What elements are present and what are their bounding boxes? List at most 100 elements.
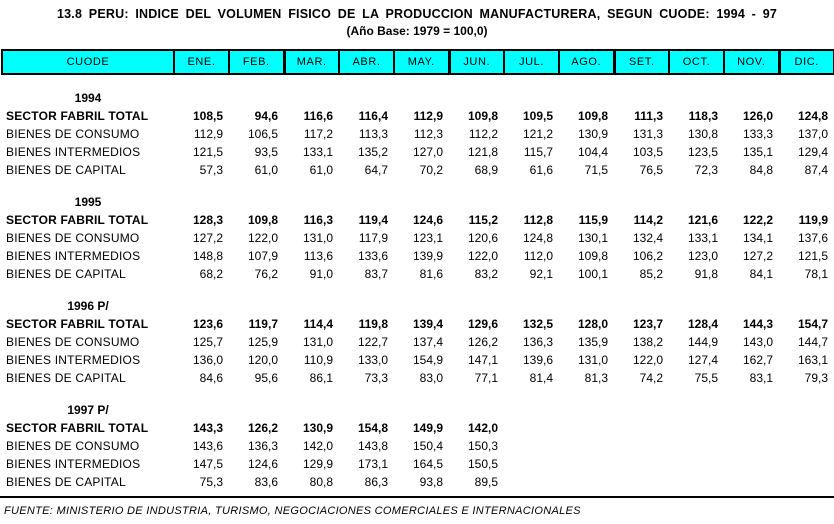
value-cell: 139,4 bbox=[412, 317, 443, 331]
value-cell: 86,1 bbox=[309, 371, 333, 385]
value-cell: 135,2 bbox=[357, 145, 388, 159]
value-cell: 112,9 bbox=[413, 109, 443, 123]
value-cell: 83,0 bbox=[419, 371, 443, 385]
value-cell: 79,3 bbox=[804, 371, 828, 385]
table-row: BIENES INTERMEDIOS 136,0 120,0 110,9 133,0 15… bbox=[2, 351, 834, 369]
table-row: BIENES DE CAPITAL 75,3 83,6 80,8 86,3 93,8 89,… bbox=[2, 473, 834, 491]
value-cell: 139,6 bbox=[522, 353, 553, 367]
value-cell: 119,9 bbox=[798, 213, 828, 227]
value-cell: 113,6 bbox=[303, 249, 333, 263]
col-header-set: SET. bbox=[613, 49, 670, 75]
value-cell: 68,9 bbox=[474, 163, 498, 177]
value-cell bbox=[614, 437, 669, 455]
value-cell bbox=[724, 455, 779, 473]
value-cell: 124,8 bbox=[522, 231, 553, 245]
value-cell: 122,0 bbox=[247, 231, 278, 245]
year-label: 1996 P/ bbox=[67, 299, 109, 313]
value-cell: 127,4 bbox=[687, 353, 718, 367]
year-label: 1995 bbox=[74, 195, 102, 209]
table-row: BIENES DE CONSUMO 127,2 122,0 131,0 117,9 123… bbox=[2, 229, 834, 247]
value-cell: 106,2 bbox=[632, 249, 663, 263]
value-cell: 81,6 bbox=[419, 267, 443, 281]
value-cell: 133,3 bbox=[742, 127, 773, 141]
year-row: 1997 P/ bbox=[2, 401, 834, 419]
value-cell: 92,1 bbox=[529, 267, 553, 281]
value-cell: 117,9 bbox=[358, 231, 388, 245]
spacer-row bbox=[2, 387, 834, 401]
value-cell: 64,7 bbox=[364, 163, 388, 177]
value-cell: 139,9 bbox=[412, 249, 443, 263]
value-cell: 133,6 bbox=[357, 249, 388, 263]
value-cell: 121,2 bbox=[522, 127, 553, 141]
value-cell: 120,6 bbox=[467, 231, 498, 245]
value-cell: 137,6 bbox=[797, 231, 828, 245]
value-cell: 114,4 bbox=[303, 317, 333, 331]
value-cell: 125,7 bbox=[192, 335, 223, 349]
value-cell bbox=[669, 455, 724, 473]
value-cell: 106,5 bbox=[247, 127, 278, 141]
report-title: 13.8 PERU: INDICE DEL VOLUMEN FISICO DE … bbox=[56, 7, 777, 21]
value-cell: 76,2 bbox=[254, 267, 278, 281]
value-cell: 173,1 bbox=[357, 457, 388, 471]
value-cell: 143,0 bbox=[742, 335, 773, 349]
value-cell: 110,9 bbox=[303, 353, 333, 367]
value-cell: 131,0 bbox=[302, 335, 333, 349]
value-cell: 116,4 bbox=[358, 109, 388, 123]
col-header-ene: ENE. bbox=[173, 49, 230, 75]
value-cell: 73,3 bbox=[364, 371, 388, 385]
spacer-row bbox=[2, 74, 834, 89]
value-cell: 83,7 bbox=[364, 267, 388, 281]
value-cell: 84,6 bbox=[199, 371, 223, 385]
value-cell: 86,3 bbox=[364, 475, 388, 489]
table-row: SECTOR FABRIL TOTAL 123,6 119,7 114,4 119,8 1… bbox=[2, 315, 834, 333]
row-label: SECTOR FABRIL TOTAL bbox=[6, 213, 149, 227]
table-row: BIENES INTERMEDIOS 147,5 124,6 129,9 173,1 16… bbox=[2, 455, 834, 473]
value-cell bbox=[614, 455, 669, 473]
value-cell bbox=[559, 455, 614, 473]
value-cell: 61,6 bbox=[529, 163, 553, 177]
value-cell: 121,5 bbox=[797, 249, 828, 263]
value-cell: 144,7 bbox=[797, 335, 828, 349]
value-cell bbox=[559, 419, 614, 437]
value-cell bbox=[779, 419, 834, 437]
footer-divider bbox=[0, 496, 834, 498]
table-row: BIENES DE CONSUMO 112,9 106,5 117,2 113,3 112… bbox=[2, 125, 834, 143]
report-subtitle: (Año Base: 1979 = 100,0) bbox=[346, 24, 488, 38]
value-cell: 154,8 bbox=[357, 421, 388, 435]
value-cell: 124,6 bbox=[412, 213, 443, 227]
value-cell: 129,4 bbox=[797, 145, 828, 159]
value-cell: 83,2 bbox=[474, 267, 498, 281]
value-cell: 133,0 bbox=[357, 353, 388, 367]
value-cell: 133,1 bbox=[302, 145, 333, 159]
value-cell: 132,5 bbox=[522, 317, 553, 331]
value-cell: 109,5 bbox=[522, 109, 553, 123]
value-cell: 150,5 bbox=[467, 457, 498, 471]
value-cell: 75,5 bbox=[694, 371, 718, 385]
value-cell: 112,8 bbox=[523, 213, 553, 227]
col-header-cuode: CUODE bbox=[1, 49, 175, 75]
value-cell bbox=[504, 455, 559, 473]
value-cell: 164,5 bbox=[412, 457, 443, 471]
value-cell: 147,1 bbox=[467, 353, 498, 367]
value-cell: 131,0 bbox=[577, 353, 608, 367]
row-label: SECTOR FABRIL TOTAL bbox=[6, 317, 149, 331]
row-label: SECTOR FABRIL TOTAL bbox=[6, 421, 149, 435]
value-cell: 83,1 bbox=[749, 371, 773, 385]
table-row: SECTOR FABRIL TOTAL 143,3 126,2 130,9 154,8 1… bbox=[2, 419, 834, 437]
value-cell: 94,6 bbox=[254, 109, 278, 123]
value-cell bbox=[559, 473, 614, 491]
value-cell: 123,7 bbox=[632, 317, 663, 331]
value-cell: 115,7 bbox=[523, 145, 553, 159]
value-cell: 136,3 bbox=[522, 335, 553, 349]
value-cell: 80,8 bbox=[309, 475, 333, 489]
value-cell: 142,0 bbox=[302, 439, 333, 453]
table-row: BIENES DE CAPITAL 84,6 95,6 86,1 73,3 83,0 77,… bbox=[2, 369, 834, 387]
value-cell: 112,3 bbox=[413, 127, 443, 141]
value-cell: 123,0 bbox=[687, 249, 718, 263]
year-label: 1994 bbox=[74, 91, 102, 105]
value-cell: 135,9 bbox=[577, 335, 608, 349]
value-cell: 136,0 bbox=[192, 353, 223, 367]
value-cell: 84,1 bbox=[749, 267, 773, 281]
row-label: BIENES DE CONSUMO bbox=[6, 439, 140, 453]
